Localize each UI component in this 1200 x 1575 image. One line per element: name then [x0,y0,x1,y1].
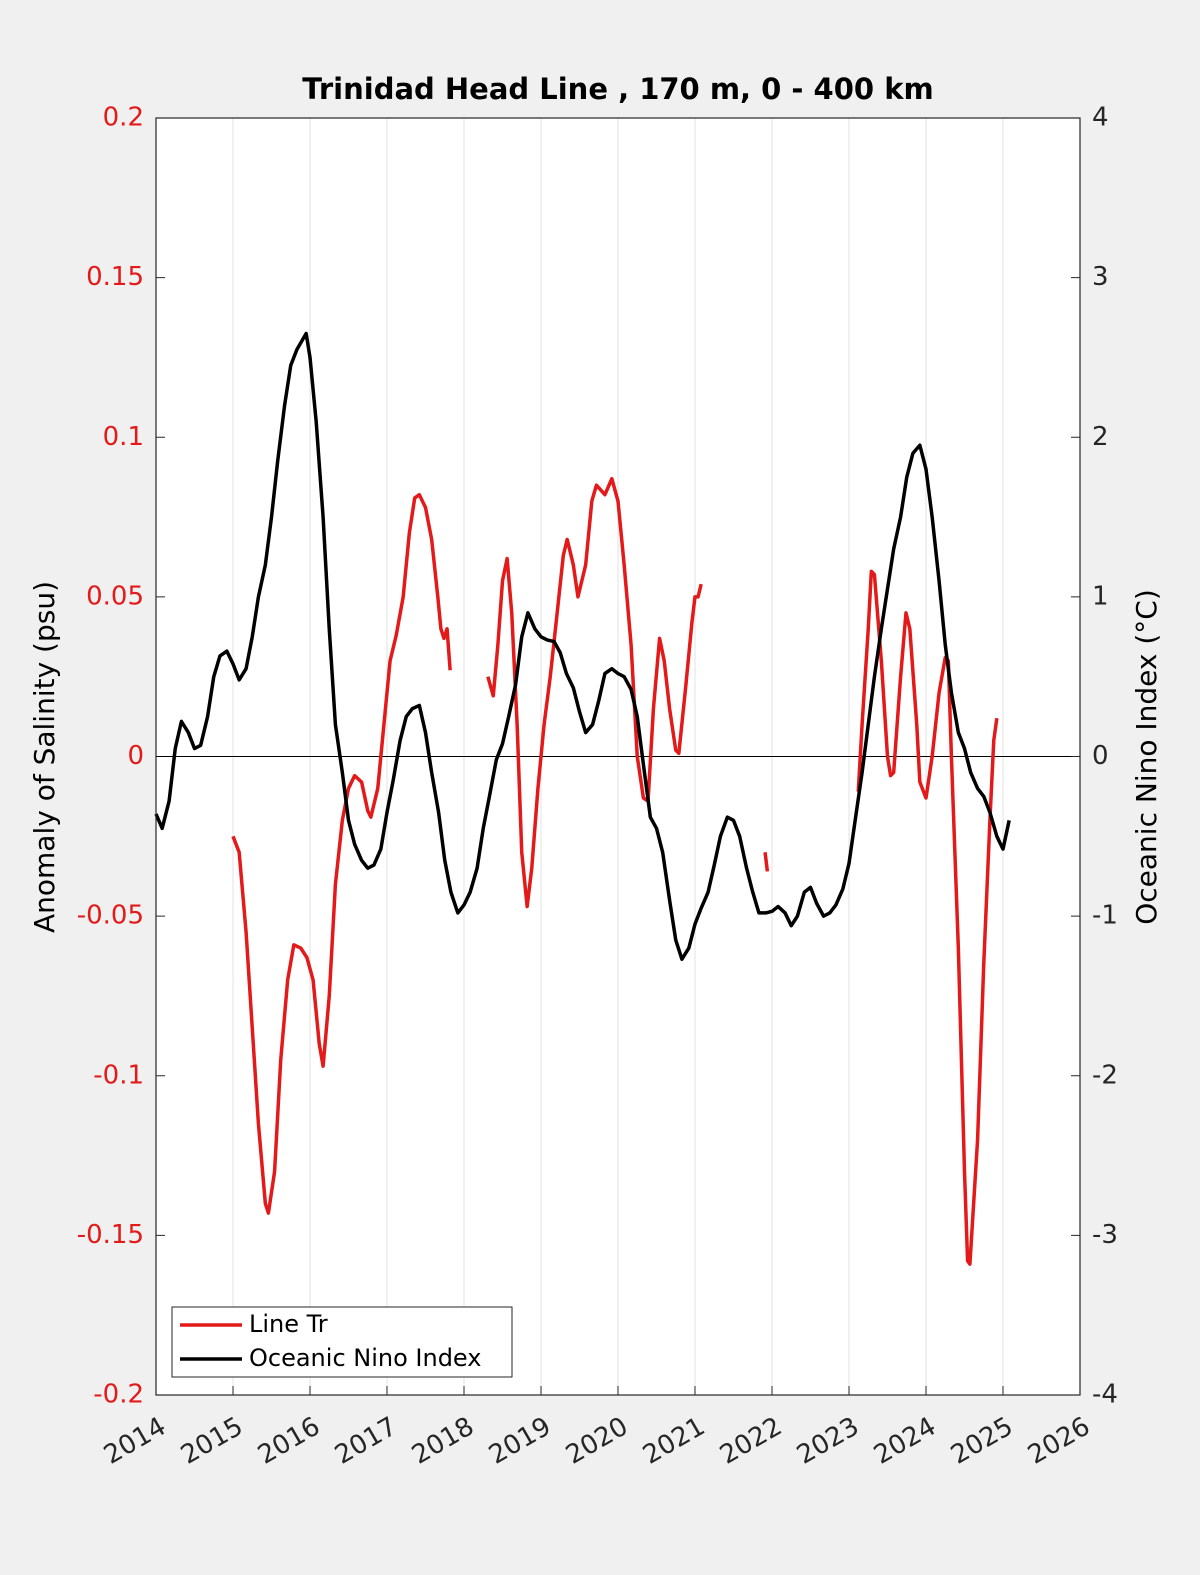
series-line [231,477,999,1266]
x-tick-label: 2024 [869,1412,941,1471]
y2-tick-label: -3 [1092,1220,1118,1250]
legend-box [171,1306,513,1378]
y2-tick-label: 3 [1092,262,1109,292]
y-tick-label: -0.1 [93,1060,144,1090]
x-tick-label: 2025 [946,1412,1018,1471]
legend-label: Oceanic Nino Index [249,1344,481,1372]
y-tick-label: 0.05 [86,581,144,611]
y-tick-label: 0 [127,741,144,771]
y2-tick-label: 1 [1092,581,1109,611]
x-tick-label: 2022 [715,1412,787,1471]
x-tick-label: 2021 [638,1412,710,1471]
x-tick-label: 2017 [330,1412,402,1471]
x-tick-label: 2018 [407,1412,479,1471]
y-axis-label: Anomaly of Salinity (psu) [28,581,61,933]
x-tick-label: 2020 [561,1412,633,1471]
y-tick-label: 0.2 [103,103,144,133]
y2-tick-label: 2 [1092,422,1109,452]
x-tick-label: 2015 [176,1412,248,1471]
y-tick-label: 0.15 [86,262,144,292]
y2-axis-label: Oceanic Nino Index (°C) [1130,589,1163,925]
chart-title: Trinidad Head Line , 170 m, 0 - 400 km [302,72,933,106]
x-tick-label: 2019 [484,1412,556,1471]
legend: Line Tr Oceanic Nino Index [171,1306,513,1378]
y2-tick-label: -4 [1092,1380,1118,1410]
x-tick-label: 2023 [792,1412,864,1471]
y2-tick-label: -2 [1092,1060,1118,1090]
y2-tick-label: -1 [1092,901,1118,931]
series-line [154,331,1011,961]
y-tick-label: -0.2 [93,1380,144,1410]
x-tick-label: 2016 [253,1412,325,1471]
x-tick-label: 2026 [1023,1412,1095,1471]
y2-tick-label: 4 [1092,103,1109,133]
legend-label: Line Tr [249,1310,328,1338]
y-tick-label: -0.05 [77,901,144,931]
y-tick-label: -0.15 [77,1220,144,1250]
x-tick-label: 2014 [99,1412,171,1471]
y-tick-label: 0.1 [103,422,144,452]
plot-frame [155,117,1081,1396]
lines [154,331,1011,1266]
y2-tick-label: 0 [1092,741,1109,771]
